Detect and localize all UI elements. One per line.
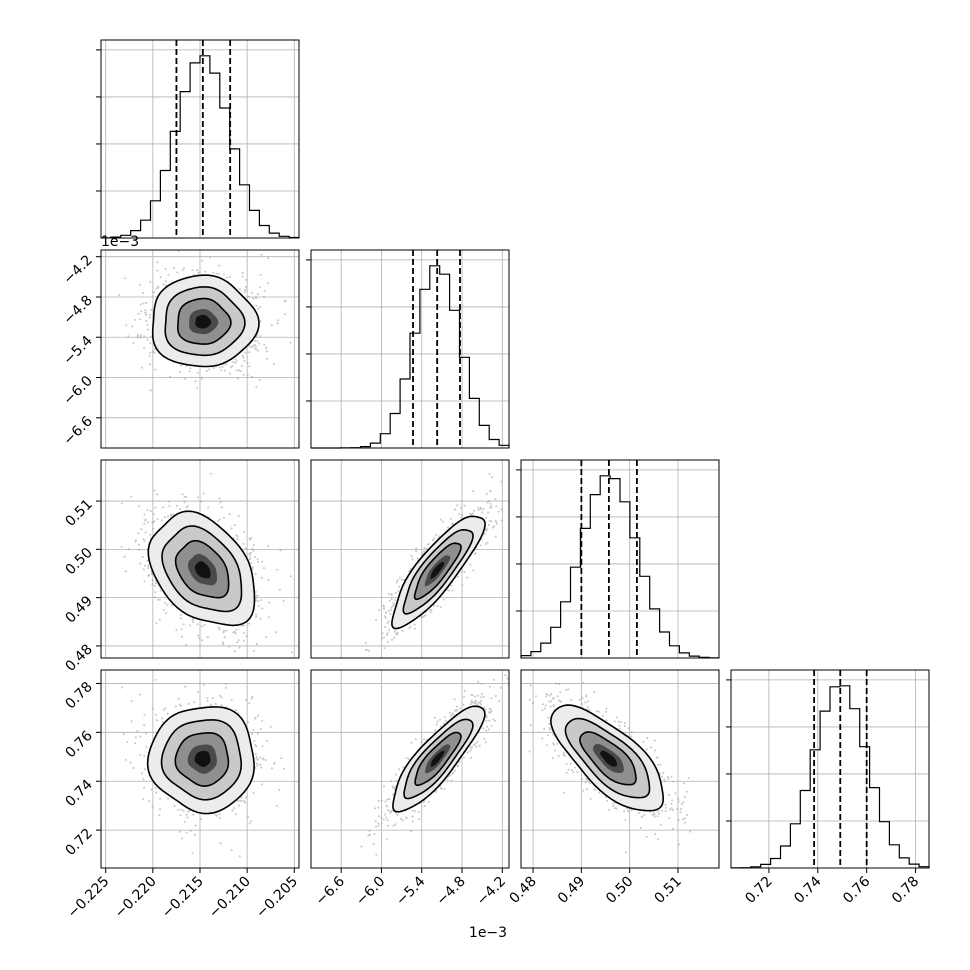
- contour-2-1-0: [413, 542, 462, 601]
- x-tick-label-1-0: −6.6: [313, 873, 348, 908]
- x-tick-label-2-2: 0.50: [603, 874, 636, 907]
- hist-frame-0: [100, 39, 300, 239]
- panel-bg-2-1: [311, 460, 509, 658]
- x-tick-label-0-2: −0.215: [159, 874, 207, 922]
- contour-3-1-0: [414, 731, 462, 787]
- density-2-1-4: [430, 562, 445, 579]
- contour-3-1-1: [403, 718, 474, 800]
- density-3-2-4: [600, 750, 617, 767]
- contour-3-1-2: [392, 705, 486, 813]
- hist-panel-2: [516, 459, 720, 659]
- density-2-0-4: [194, 561, 211, 579]
- panel-content-3-0: [101, 670, 299, 868]
- panel-frame-3-1: [310, 669, 510, 869]
- contour-2-0-0: [174, 539, 230, 599]
- panel-content-2-1: [311, 460, 509, 658]
- contour-2-0-2: [147, 510, 256, 627]
- contour-3-2-2: [549, 704, 665, 812]
- panel-content-3-2: [521, 670, 719, 868]
- x-tick-label-1-2: −5.4: [393, 873, 428, 908]
- y-tick-label-3-2: 0.76: [62, 728, 95, 761]
- x-tick-label-3-1: 0.74: [791, 873, 824, 906]
- y-tick-label-3-0: 0.72: [62, 826, 95, 859]
- contour-3-2-0: [579, 731, 637, 786]
- y-tick-label-3-3: 0.78: [62, 679, 95, 712]
- contour-3-2-1: [564, 717, 651, 799]
- x-tick-label-3-0: 0.72: [742, 874, 775, 907]
- panel-content-3-1: [311, 670, 509, 868]
- x-tick-label-2-3: 0.51: [651, 874, 684, 907]
- density-3-0-4: [194, 751, 211, 767]
- contour-1-0-1: [164, 286, 246, 357]
- hist-panel-3: [726, 669, 930, 869]
- x-tick-label-2-0: 0.48: [507, 874, 540, 907]
- panel-content-2-0: [101, 460, 299, 658]
- x-tick-label-0-0: −0.225: [65, 874, 113, 922]
- y-tick-label-1-4: −4.2: [60, 252, 95, 287]
- panel-2-1: [310, 459, 510, 659]
- panel-3-2: [520, 669, 720, 869]
- contour-3-0-1: [160, 719, 242, 801]
- contour-2-0-1: [161, 525, 243, 613]
- panel-3-0: [100, 669, 300, 869]
- panel-frame-2-1: [310, 459, 510, 659]
- panel-frame-1-0: [100, 249, 300, 449]
- x-tick-label-3-3: 0.78: [889, 874, 922, 907]
- x-offset-label-1: 1e−3: [469, 925, 507, 941]
- y-tick-label-1-0: −6.6: [60, 413, 95, 448]
- x-tick-label-1-1: −6.0: [353, 874, 388, 909]
- hist-step-2: [520, 475, 720, 659]
- y-tick-label-3-1: 0.74: [62, 777, 95, 810]
- hist-panel-1: [306, 249, 510, 449]
- contour-2-1-1: [402, 528, 474, 615]
- x-tick-label-3-2: 0.76: [840, 873, 873, 906]
- hist-frame-1: [310, 249, 510, 449]
- y-tick-label-1-3: −4.8: [60, 293, 95, 328]
- panel-content-1-0: [101, 250, 299, 448]
- x-tick-label-1-4: −4.2: [474, 874, 509, 909]
- panel-2-0: [100, 459, 300, 659]
- density-3-1-4: [430, 750, 445, 767]
- contour-3-0-0: [174, 731, 230, 787]
- hist-step-3: [730, 685, 930, 869]
- x-tick-label-1-3: −4.8: [433, 874, 468, 909]
- y-tick-label-2-1: 0.49: [62, 593, 95, 626]
- panel-frame-2-0: [100, 459, 300, 659]
- density-1-0-4: [195, 314, 212, 329]
- y-offset-label-1: 1e−3: [101, 234, 139, 250]
- contour-1-0-0: [177, 297, 232, 345]
- contour-1-0-2: [151, 274, 260, 368]
- y-tick-label-1-1: −6.0: [60, 373, 95, 408]
- y-tick-label-1-2: −5.4: [60, 333, 95, 368]
- x-tick-label-2-1: 0.49: [555, 874, 588, 907]
- hist-panel-0: [96, 39, 300, 239]
- contour-2-1-2: [391, 515, 486, 630]
- scatter-3-0: [120, 678, 285, 858]
- contour-3-0-2: [146, 706, 255, 815]
- panel-1-0: [100, 249, 300, 449]
- hist-step-0: [100, 55, 300, 239]
- x-tick-label-0-3: −0.210: [206, 874, 254, 922]
- y-tick-label-2-2: 0.50: [62, 545, 95, 578]
- panel-3-1: [310, 669, 510, 869]
- hist-frame-2: [520, 459, 720, 659]
- y-tick-label-2-3: 0.51: [62, 497, 95, 530]
- panel-frame-3-2: [520, 669, 720, 869]
- y-tick-label-2-0: 0.48: [62, 641, 95, 674]
- x-tick-label-0-4: −0.205: [253, 874, 301, 922]
- scatter-3-1: [360, 674, 509, 856]
- hist-frame-3: [730, 669, 930, 869]
- x-tick-label-0-1: −0.220: [112, 874, 160, 922]
